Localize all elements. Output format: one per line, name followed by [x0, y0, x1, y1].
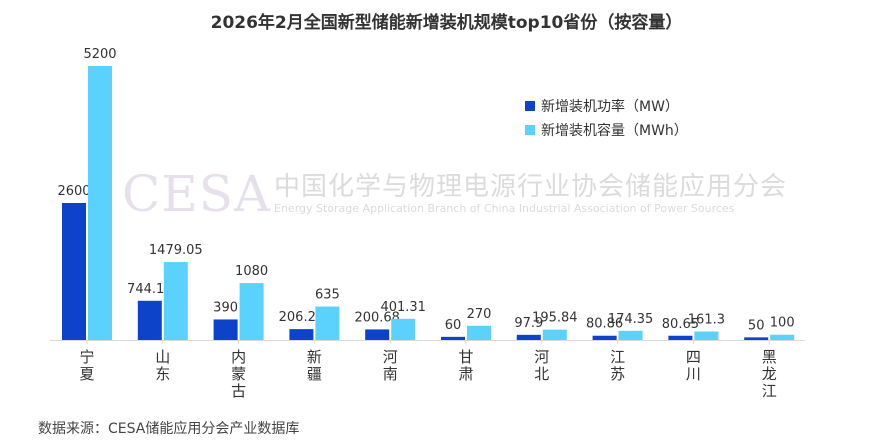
- data-label-power-7: 80.86: [586, 317, 623, 332]
- category-label-6: 河北: [534, 348, 549, 383]
- category-label-2: 内蒙古: [231, 348, 246, 400]
- bar-power-0: [62, 203, 86, 340]
- bar-power-6: [516, 334, 541, 340]
- category-label-9: 黑龙江: [762, 348, 777, 400]
- bar-capacity-0: [88, 66, 112, 340]
- data-label-capacity-3: 635: [315, 288, 340, 303]
- chart-title: 2026年2月全国新型储能新增装机规模top10省份（按容量）: [210, 13, 683, 33]
- data-source-note: 数据来源：CESA储能应用分会产业数据库: [38, 421, 300, 437]
- data-label-power-5: 60: [445, 318, 462, 333]
- data-label-capacity-1: 1479.05: [149, 243, 203, 258]
- bar-capacity-6: [542, 329, 567, 340]
- category-label-7: 江苏: [610, 348, 625, 383]
- bar-power-4: [365, 329, 390, 340]
- bar-power-5: [441, 336, 465, 340]
- data-label-power-3: 206.25: [279, 310, 325, 325]
- data-label-capacity-7: 174.35: [608, 312, 654, 327]
- bar-capacity-5: [467, 325, 491, 340]
- watermark-logo: CESA: [122, 165, 272, 223]
- data-label-capacity-2: 1080: [235, 264, 268, 279]
- bar-capacity-2: [239, 283, 264, 340]
- category-label-3: 新疆: [307, 348, 322, 383]
- data-label-power-9: 50: [748, 318, 765, 333]
- bar-capacity-8: [694, 331, 719, 340]
- category-label-4: 河南: [383, 348, 398, 383]
- data-label-power-1: 744.12: [127, 282, 173, 297]
- chart-legend: 新增装机功率（MW） 新增装机容量（MWh）: [525, 94, 688, 142]
- data-label-capacity-8: 161.3: [688, 313, 725, 328]
- bar-capacity-9: [770, 334, 795, 340]
- bar-capacity-4: [391, 318, 416, 340]
- data-label-capacity-4: 401.31: [380, 300, 426, 315]
- bar-capacity-7: [618, 330, 643, 340]
- bar-power-2: [213, 319, 238, 340]
- bar-power-8: [668, 335, 693, 340]
- legend-swatch-power: [525, 101, 535, 111]
- bar-power-7: [592, 335, 617, 340]
- bar-power-1: [137, 300, 162, 340]
- data-label-power-6: 97.9: [514, 316, 543, 331]
- category-label-1: 山东: [155, 348, 170, 383]
- data-label-power-8: 80.65: [662, 317, 699, 332]
- bar-power-3: [289, 329, 314, 340]
- category-label-5: 甘肃: [458, 348, 473, 383]
- data-label-power-2: 390: [213, 300, 238, 315]
- data-label-capacity-6: 195.84: [532, 311, 578, 326]
- watermark-cn-name: 中国化学与物理电源行业协会储能应用分会: [274, 172, 788, 202]
- bar-power-9: [744, 337, 769, 340]
- data-label-power-4: 200.68: [354, 310, 400, 325]
- legend-label-power: 新增装机功率（MW）: [541, 99, 679, 115]
- cesa-watermark: CESA 中国化学与物理电源行业协会储能应用分会 Energy Storage …: [122, 165, 786, 223]
- data-label-capacity-9: 100: [770, 316, 795, 331]
- category-label-0: 宁夏: [79, 348, 94, 383]
- legend-swatch-capacity: [525, 125, 535, 135]
- category-label-8: 四川: [686, 348, 701, 383]
- bar-capacity-1: [163, 262, 188, 340]
- legend-item-power: 新增装机功率（MW）: [525, 94, 688, 118]
- watermark-en-name: Energy Storage Application Branch of Chi…: [274, 202, 735, 215]
- data-label-capacity-0: 5200: [83, 47, 116, 62]
- bar-capacity-3: [315, 306, 340, 340]
- data-label-capacity-5: 270: [467, 307, 492, 322]
- legend-label-capacity: 新增装机容量（MWh）: [541, 123, 688, 139]
- data-label-power-0: 2600: [57, 184, 90, 199]
- legend-item-capacity: 新增装机容量（MWh）: [525, 118, 688, 142]
